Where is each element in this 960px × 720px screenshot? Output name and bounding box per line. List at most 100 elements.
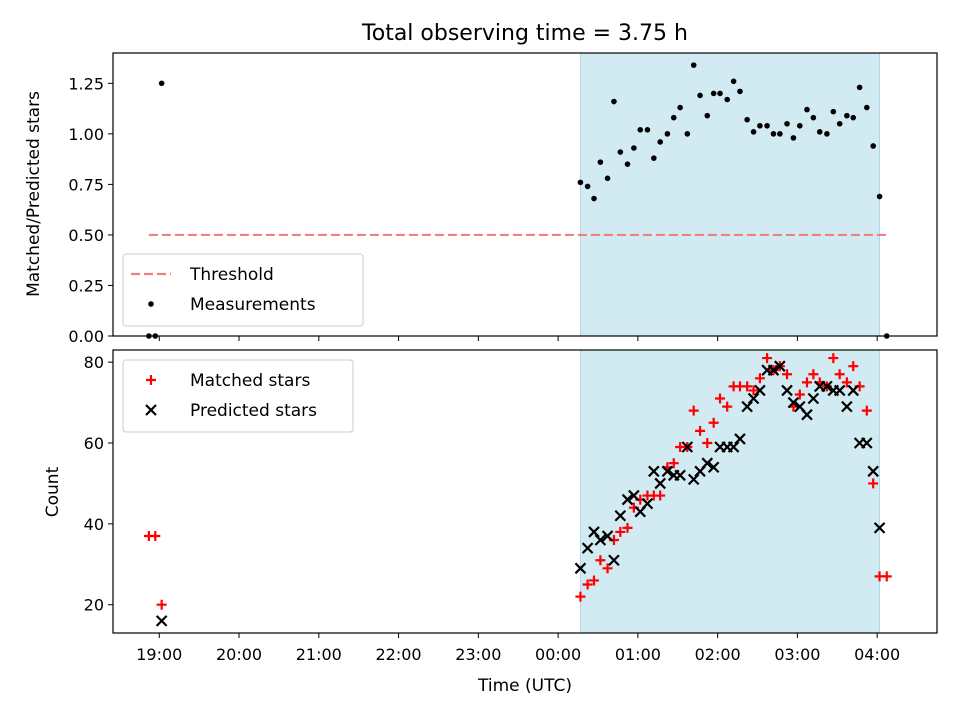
legend-box [122,253,364,327]
measurement-point [604,175,611,182]
legend-series-label: Predicted stars [190,401,317,421]
matched-stars-point [742,381,753,392]
predicted-stars-point [674,469,686,482]
predicted-stars-point [594,534,607,546]
predicted-stars-point [601,530,614,542]
measurement-point [724,96,731,103]
predicted-stars-point [608,554,620,567]
measurement-point [670,114,677,121]
x-tick-label: 02:00 [695,645,741,664]
measurement-point [657,139,664,145]
predicted-stars-point [847,384,860,397]
matched-stars-point [150,530,161,541]
y-tick-label: 20 [84,596,104,615]
y-tick-label: 1.00 [68,125,104,144]
x-tick-label: 03:00 [774,645,820,664]
measurement-point [597,159,604,165]
legend: Threshold Measurements [122,253,364,327]
measurement-point [584,183,591,190]
predicted-stars-point [873,522,886,534]
legend-predicted-swatch [145,404,157,416]
matched-stars-point [575,591,586,602]
measurement-point [784,120,790,127]
measurement-point [664,131,671,137]
matched-stars-point [655,490,666,501]
y-tick-label: 0.25 [68,276,104,295]
matched-stars-point [861,405,872,416]
measurement-point [717,90,723,97]
measurement-point [836,120,843,127]
predicted-stars-point [155,615,168,627]
matched-stars-point [688,405,699,416]
legend-series-label: Matched stars [190,371,310,391]
predicted-stars-point [767,364,780,376]
measurement-point [158,80,165,87]
measurement-point [764,122,770,129]
predicted-stars-point [588,526,600,538]
matched-stars-point [762,353,773,364]
measurement-point [876,193,883,200]
predicted-stars-point [574,562,587,575]
legend-measurements-swatch [148,301,154,307]
matched-stars-point [668,458,679,469]
predicted-stars-point [654,477,666,490]
y-axis-label-count: Count [43,466,63,517]
measurement-point [611,98,617,105]
measurement-point [644,127,651,133]
measurement-point [796,122,803,129]
predicted-stars-point [727,441,740,453]
matched-stars-point [156,599,167,610]
measurement-point [737,88,743,95]
matched-stars-point [695,425,706,436]
x-tick-label: 22:00 [376,645,422,664]
predicted-stars-point [707,461,720,474]
measurement-point [824,131,830,137]
matched-stars-point [868,478,879,489]
matched-stars-point [702,437,713,448]
y-tick-label: 40 [84,515,104,534]
matched-stars-point [834,369,845,380]
measurement-point [757,122,763,129]
measurement-point [850,114,857,121]
predicted-stars-point [661,465,674,478]
predicted-stars-point [841,400,853,413]
measurement-point [624,161,631,167]
measurement-point [777,131,783,137]
predicted-stars-point [754,384,766,397]
predicted-stars-point [621,493,634,506]
measurement-point [710,90,717,97]
measurement-point [816,129,823,135]
predicted-stars-point [687,473,700,486]
matched-stars-point [588,575,599,586]
measurement-point [697,92,703,99]
matched-stars-point [622,522,633,533]
x-tick-label: 23:00 [455,645,501,664]
legend-threshold-label: Threshold [189,265,274,285]
matched-stars-point [715,393,726,404]
predicted-stars-point [807,392,820,405]
measurement-point [690,62,697,68]
observing-span [579,52,881,337]
measurement-point [864,104,870,111]
measurement-point [704,112,711,119]
legend-box [122,359,354,433]
measurement-point [844,112,850,119]
legend-series-label: Measurements [190,295,316,315]
matched-stars-point [722,401,733,412]
measurement-point [651,155,657,161]
predicted-stars-point [787,396,800,409]
predicted-stars-point [747,392,760,405]
matched-stars-point [848,361,859,372]
measurement-point [804,106,810,113]
matched-stars-point [841,377,852,388]
matched-stars-point [615,526,626,537]
measurement-point [677,104,683,111]
predicted-stars-point [648,465,660,478]
count-panel: 20 40 60 80 19:00 20:00 21:00 22:00 23:00 00:00 01… [84,349,938,664]
matched-stars-point [881,571,892,582]
y-tick-label: 80 [84,353,104,372]
measurement-point [617,149,624,155]
matched-stars-point [602,563,613,574]
measurement-point [770,131,777,137]
